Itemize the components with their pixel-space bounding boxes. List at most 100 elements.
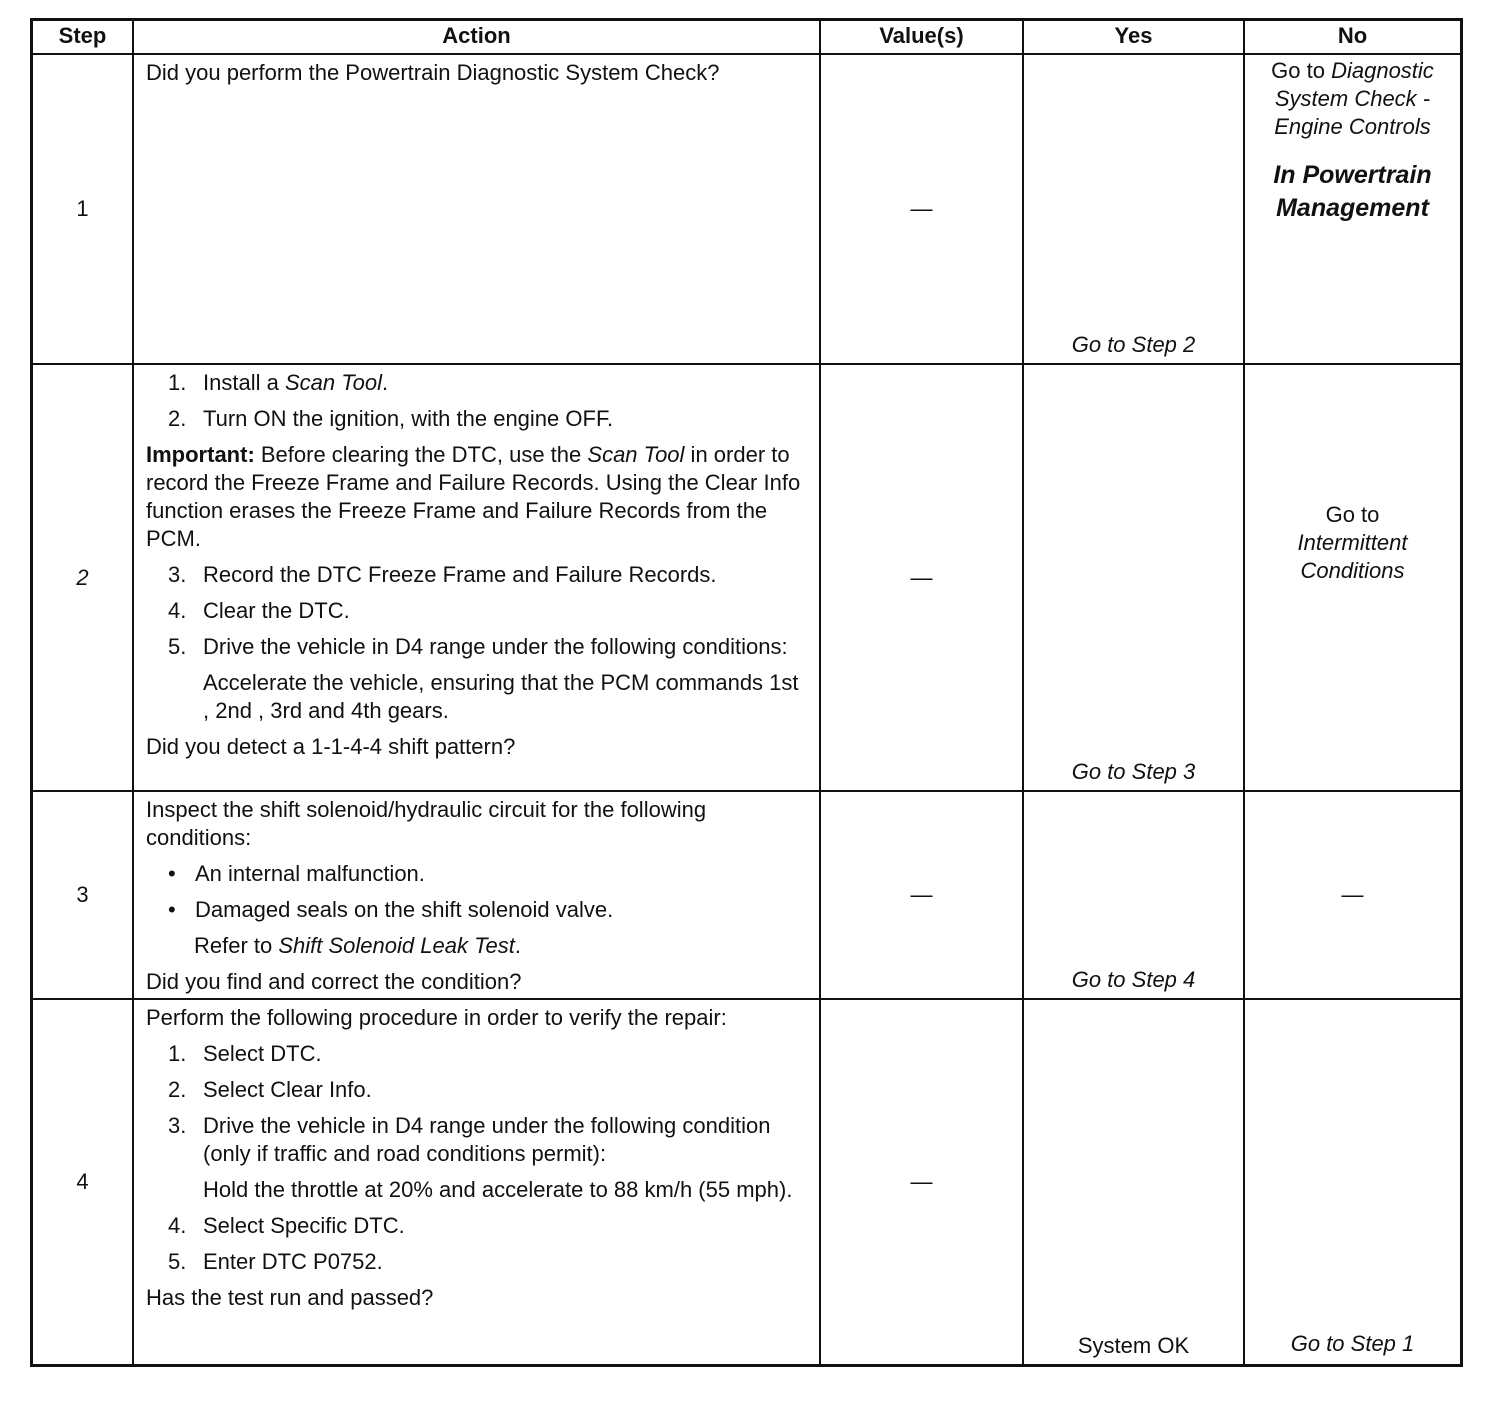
text-run: .: [381, 370, 389, 395]
bullet-icon: •: [168, 897, 176, 922]
text-run: Did you find and correct the condition?: [146, 969, 522, 994]
text-run: Select DTC.: [203, 1041, 322, 1066]
value-cell: —: [819, 365, 1022, 790]
step-number: 2: [33, 365, 132, 790]
text-run: Important:: [146, 442, 255, 467]
action-line: 4. Clear the DTC.: [146, 597, 809, 625]
text-run: Drive the vehicle in D4 range under the …: [203, 634, 788, 659]
no-text: —: [1336, 879, 1370, 911]
yes-cell: System OK: [1022, 1000, 1243, 1364]
item-text: Drive the vehicle in D4 range under the …: [203, 1112, 809, 1168]
text-run: Has the test run and passed?: [146, 1285, 434, 1310]
yes-cell: Go to Step 3: [1022, 365, 1243, 790]
text-run: Accelerate the vehicle, ensuring that th…: [203, 670, 799, 723]
no-cell: —: [1243, 792, 1460, 998]
header-no: No: [1243, 21, 1460, 53]
no-text: Go to Step 1: [1285, 1328, 1421, 1364]
text-run: Turn ON the ignition, with the engine OF…: [203, 406, 614, 431]
text-run: Enter DTC P0752.: [203, 1249, 383, 1274]
text-run: Hold the throttle at 20% and accelerate …: [203, 1177, 793, 1202]
text-run: Scan Tool: [587, 442, 685, 467]
item-text: Install a Scan Tool.: [203, 369, 388, 397]
text-run: Refer to: [194, 933, 279, 958]
action-cell: Inspect the shift solenoid/hydraulic cir…: [132, 792, 819, 998]
action-line: 4. Select Specific DTC.: [146, 1212, 809, 1240]
action-cell: Perform the following procedure in order…: [132, 1000, 819, 1364]
item-text: Select Clear Info.: [203, 1076, 372, 1104]
text-run: Damaged seals on the shift solenoid valv…: [195, 897, 614, 922]
action-line: Perform the following procedure in order…: [146, 1004, 809, 1032]
action-cell: Did you perform the Powertrain Diagnosti…: [132, 55, 819, 363]
text-run: Did you detect a 1-1-4-4 shift pattern?: [146, 734, 516, 759]
item-text: An internal malfunction.: [195, 860, 425, 888]
item-number: 1.: [168, 1041, 187, 1066]
item-text: Select Specific DTC.: [203, 1212, 405, 1240]
item-text: Record the DTC Freeze Frame and Failure …: [203, 561, 717, 589]
value-cell: —: [819, 792, 1022, 998]
header-row: Step Action Value(s) Yes No: [33, 21, 1460, 53]
no-text: Go to Diagnostic System Check - Engine C…: [1245, 55, 1460, 143]
text-run: Inspect the shift solenoid/hydraulic cir…: [146, 797, 707, 850]
no-cell: Go to Step 1: [1243, 1000, 1460, 1364]
action-line: 5. Drive the vehicle in D4 range under th…: [146, 633, 809, 661]
item-text: Drive the vehicle in D4 range under the …: [203, 633, 788, 661]
item-number: 2.: [168, 406, 187, 431]
action-line: Did you detect a 1-1-4-4 shift pattern?: [146, 733, 809, 761]
action-line: 1. Install a Scan Tool.: [146, 369, 809, 397]
text-run: Diagnostic System Check - Engine Control…: [1274, 58, 1434, 139]
step-number: 3: [33, 792, 132, 998]
action-line: 1. Select DTC.: [146, 1040, 809, 1068]
step-row: 1 Did you perform the Powertrain Diagnost…: [33, 53, 1460, 363]
header-action: Action: [132, 21, 819, 53]
item-text: Damaged seals on the shift solenoid valv…: [195, 896, 613, 924]
yes-cell: Go to Step 2: [1022, 55, 1243, 363]
item-number: 5.: [168, 1249, 187, 1274]
text-run: An internal malfunction.: [195, 861, 425, 886]
action-line: Hold the throttle at 20% and accelerate …: [146, 1176, 809, 1204]
item-text: Select DTC.: [203, 1040, 322, 1068]
item-text: Turn ON the ignition, with the engine OF…: [203, 405, 613, 433]
item-text: Clear the DTC.: [203, 597, 350, 625]
action-line: Important: Before clearing the DTC, use …: [146, 441, 809, 553]
text-run: .: [514, 933, 521, 958]
header-values: Value(s): [819, 21, 1022, 53]
item-number: 3.: [168, 562, 187, 587]
text-run: Perform the following procedure in order…: [146, 1005, 727, 1030]
diagnostic-table: Step Action Value(s) Yes No 1 Did you per…: [30, 18, 1463, 1367]
action-line: Refer to Shift Solenoid Leak Test.: [146, 932, 809, 960]
action-line: Did you find and correct the condition?: [146, 968, 809, 996]
item-number: 3.: [168, 1113, 187, 1138]
text-run: Did you perform the Powertrain Diagnosti…: [146, 60, 720, 85]
step-number: 4: [33, 1000, 132, 1364]
text-run: Select Specific DTC.: [203, 1213, 405, 1238]
action-line: • Damaged seals on the shift solenoid val…: [146, 896, 809, 924]
step-label: 4: [76, 1169, 89, 1194]
action-cell: 1. Install a Scan Tool. 2. Turn ON the igni…: [132, 365, 819, 790]
text-run: Record the DTC Freeze Frame and Failure …: [203, 562, 717, 587]
value-cell: —: [819, 1000, 1022, 1364]
action-line: 2. Turn ON the ignition, with the engine …: [146, 405, 809, 433]
step-number: 1: [33, 55, 132, 363]
text-run: Go to Step 1: [1290, 1331, 1415, 1356]
value-cell: —: [819, 55, 1022, 363]
text-run: Go to: [1271, 58, 1332, 83]
action-line: Accelerate the vehicle, ensuring that th…: [146, 669, 809, 725]
item-number: 4.: [168, 598, 187, 623]
text-run: Install a: [203, 370, 285, 395]
step-label: 3: [76, 882, 89, 907]
text-run: in order to record the Freeze Frame and …: [146, 442, 801, 551]
no-cell: Go to Intermittent Conditions: [1243, 365, 1460, 790]
item-number: 4.: [168, 1213, 187, 1238]
action-line: 3. Record the DTC Freeze Frame and Failur…: [146, 561, 809, 589]
action-line: 5. Enter DTC P0752.: [146, 1248, 809, 1276]
text-run: Go to: [1325, 501, 1380, 527]
no-text: Go to Intermittent Conditions: [1245, 501, 1460, 585]
step-row: 2 1. Install a Scan Tool. 2. Turn ON the ign…: [33, 363, 1460, 790]
action-line: • An internal malfunction.: [146, 860, 809, 888]
item-text: Enter DTC P0752.: [203, 1248, 383, 1276]
step-row: 4 Perform the following procedure in orde…: [33, 998, 1460, 1364]
item-number: 5.: [168, 634, 187, 659]
step-label: 1: [76, 196, 89, 221]
text-run: Select Clear Info.: [203, 1077, 372, 1102]
action-line: Inspect the shift solenoid/hydraulic cir…: [146, 796, 809, 852]
